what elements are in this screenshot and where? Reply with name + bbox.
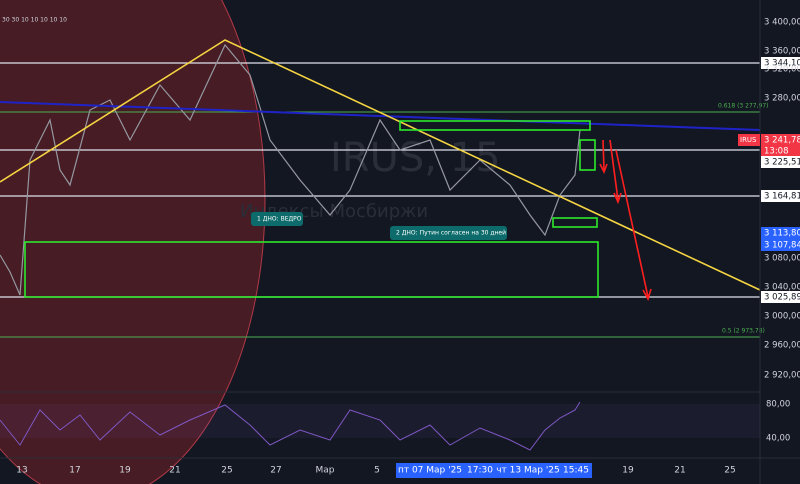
y-tick-label: 3 107,84 (764, 241, 800, 251)
y-tick-label: 3 000,00 (764, 312, 800, 322)
price-tag (761, 145, 800, 157)
y-tick-label: 3 164,81 (764, 192, 800, 202)
x-tick-label: чт 13 Мар '25 (496, 466, 560, 476)
price-tag (761, 239, 800, 251)
price-tag (761, 291, 800, 303)
x-tick-label: Мар (316, 466, 335, 476)
x-tick-label: 5 (374, 466, 380, 476)
y-tick-label: 2 920,00 (764, 371, 800, 381)
x-tick-label: 21 (169, 466, 180, 476)
y-tick-label: 3 113,80 (764, 229, 800, 239)
note (251, 212, 303, 226)
x-tick-label: пт 07 Мар '25 (398, 466, 462, 476)
note-text: 1 ДНО: ВЕДРО (257, 216, 302, 223)
y-tick-label: 3 025,89 (764, 293, 800, 303)
price-tag (761, 156, 800, 168)
symbol-tag (738, 134, 760, 146)
zones (24, 120, 599, 298)
y-tick-label: 13:08 (764, 147, 789, 157)
x-tick-label: 25 (221, 466, 232, 476)
arrows (599, 139, 652, 302)
trend-line (0, 39, 761, 291)
price-tag (761, 134, 800, 146)
price-tag (761, 190, 800, 202)
time-tag (396, 463, 592, 478)
rsi-tick-label: 40,00 (766, 434, 790, 444)
rsi (0, 401, 581, 451)
y-tick-label: 3 040,00 (764, 283, 800, 293)
y-tick-label: 3 344,10 (764, 59, 800, 69)
x-tick-label: 13 (16, 466, 27, 476)
x-tick-label: 19 (119, 466, 131, 476)
fib-label: 0.618 (3 277,97) (718, 103, 768, 110)
rsi-tick-label: 80,00 (766, 400, 790, 410)
y-tick-label: 3 241,78 (764, 136, 800, 146)
trend-line (0, 101, 761, 131)
y-tick-label: 3 320,00 (764, 65, 800, 75)
y-tick-label: 3 080,00 (764, 254, 800, 264)
fib-label: 0.5 (2 973,78) (722, 328, 765, 335)
y-tick-label: 3 225,51 (764, 158, 800, 168)
y-tick-label: 3 360,00 (764, 47, 800, 57)
x-tick-label: 17:30 (467, 466, 493, 476)
x-tick-label: 25 (724, 466, 735, 476)
y-tick-label: 3 280,00 (764, 94, 800, 104)
note (390, 226, 507, 240)
watermark: IRUS, 15 (330, 135, 501, 181)
rsi-band (0, 404, 760, 438)
price-tag (761, 227, 800, 239)
symbol-tag-text: IRUS (740, 136, 757, 144)
price (0, 43, 581, 296)
indicators: 30 30 10 10 10 10 10 (2, 17, 67, 24)
note-text: 2 ДНО: Путин согласен на 30 дней (396, 230, 506, 237)
x-tick-label: 27 (270, 466, 281, 476)
x-tick-label: 21 (674, 466, 685, 476)
x-tick-label: 15:45 (563, 466, 589, 476)
y-tick-label: 2 960,00 (764, 341, 800, 351)
price-tag (761, 57, 800, 69)
x-tick-label: 19 (622, 466, 634, 476)
y-tick-label: 3 400,00 (764, 18, 800, 28)
x-tick-label: 17 (69, 466, 80, 476)
